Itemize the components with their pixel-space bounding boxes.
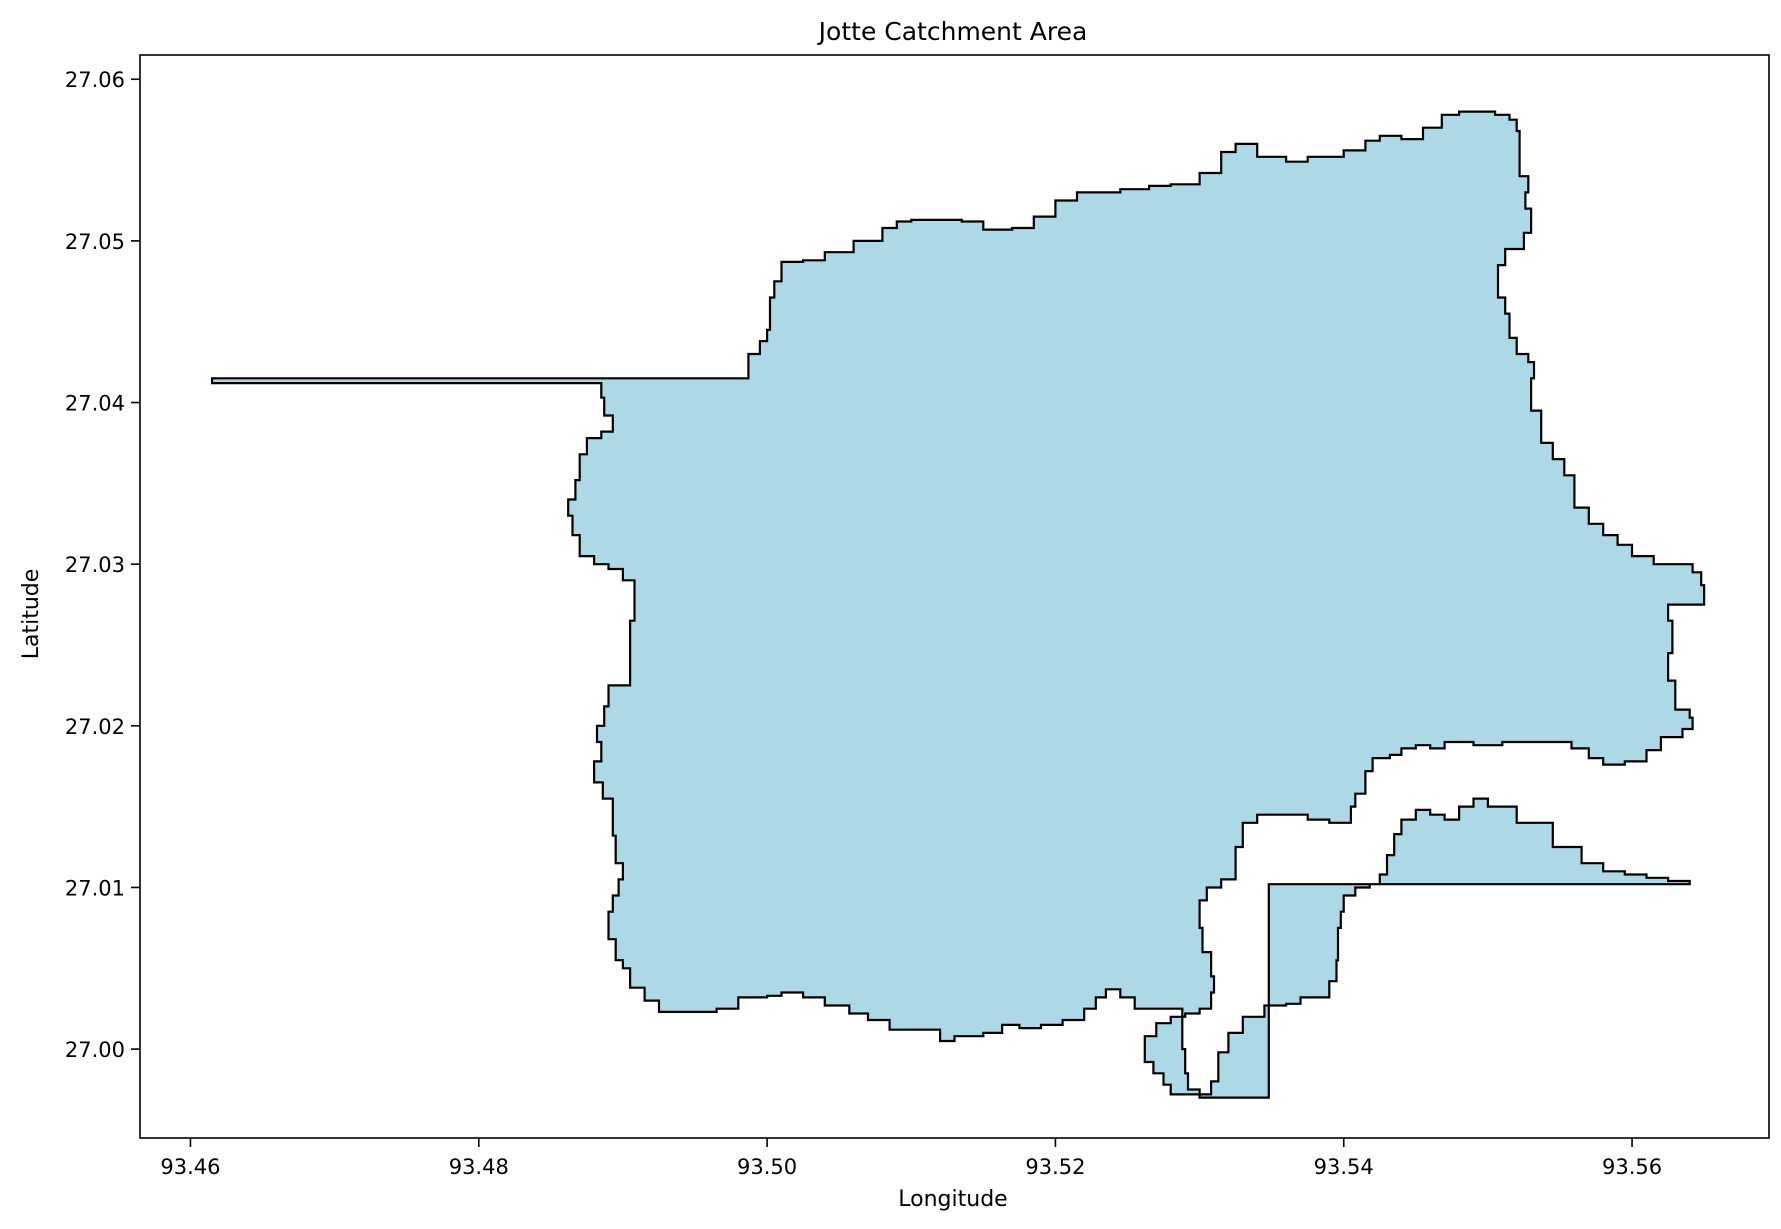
x-tick-label: 93.56 — [1602, 1155, 1662, 1179]
x-tick-label: 93.50 — [737, 1155, 797, 1179]
y-tick-label: 27.01 — [65, 876, 125, 900]
y-tick-label: 27.03 — [65, 553, 125, 577]
x-tick-label: 93.46 — [160, 1155, 220, 1179]
plot-area — [139, 54, 1770, 1139]
y-axis-label: Latitude — [19, 569, 44, 660]
x-axis-label: Longitude — [898, 1187, 1007, 1212]
x-tick-label: 93.48 — [449, 1155, 509, 1179]
catchment-polygon — [211, 110, 1706, 1099]
y-axis: 27.00 27.01 27.02 27.03 27.04 27.05 27.06 — [65, 68, 140, 1062]
chart-title: Jotte Catchment Area — [817, 17, 1088, 46]
y-tick-label: 27.05 — [65, 230, 125, 254]
y-tick-label: 27.06 — [65, 68, 125, 92]
y-tick-label: 27.02 — [65, 715, 125, 739]
y-tick-label: 27.04 — [65, 392, 125, 416]
axes-frame — [139, 54, 1770, 1139]
x-axis: 93.46 93.48 93.50 93.52 93.54 93.56 — [160, 1138, 1662, 1179]
x-tick-label: 93.52 — [1025, 1155, 1085, 1179]
y-tick-label: 27.00 — [65, 1038, 125, 1062]
x-tick-label: 93.54 — [1314, 1155, 1374, 1179]
